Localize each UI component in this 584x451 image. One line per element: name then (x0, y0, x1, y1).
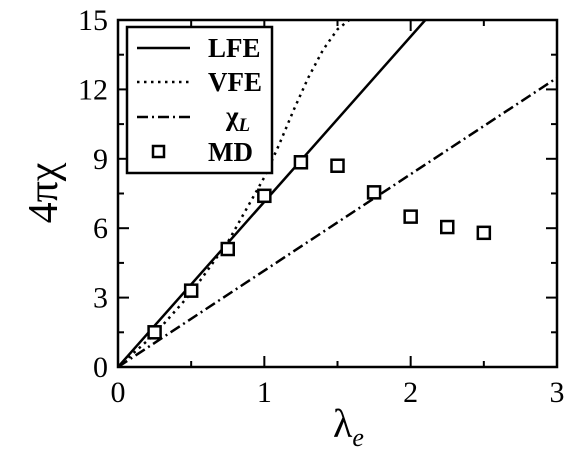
series-line-lfe (118, 20, 427, 367)
md-point (147, 325, 162, 340)
x-axis-label: λe (333, 401, 364, 451)
md-point (293, 155, 309, 170)
series-line-vfe (118, 20, 350, 367)
y-tick-label: 12 (78, 73, 108, 106)
legend-label-chi-l-main: χ (225, 101, 239, 131)
md-point (183, 283, 199, 298)
md-point (330, 158, 345, 173)
md-point (476, 225, 492, 241)
legend-label-lfe: LFE (208, 33, 261, 63)
y-tick-label: 6 (93, 212, 108, 245)
md-point (220, 241, 235, 257)
legend-box (125, 25, 274, 175)
x-tick-label: 2 (403, 376, 418, 409)
y-tick-label: 3 (93, 282, 108, 315)
legend-label-chi-l-sub: L (237, 115, 250, 136)
y-tick-label: 15 (78, 4, 108, 37)
y-tick-label: 0 (93, 351, 108, 384)
legend-label-chi-l: χL (225, 101, 250, 136)
series-layer (118, 20, 557, 367)
x-tick-label: 0 (111, 376, 126, 409)
md-point (403, 209, 418, 224)
legend: LFE VFE χL MD (125, 25, 274, 175)
series-line-chi-l (118, 76, 557, 367)
md-point (257, 188, 272, 204)
x-axis-label-sub: e (352, 423, 364, 451)
x-tick-label: 1 (257, 376, 272, 409)
md-point (366, 185, 382, 200)
x-axis-label-main: λ (333, 401, 353, 446)
y-tick-label: 9 (93, 143, 108, 176)
y-axis-label: 4πχ (21, 162, 67, 223)
x-tick-label: 3 (550, 376, 565, 409)
legend-label-vfe: VFE (208, 67, 262, 97)
md-point (440, 219, 455, 235)
legend-label-md: MD (208, 137, 253, 167)
legend-swatch-md (151, 144, 166, 159)
